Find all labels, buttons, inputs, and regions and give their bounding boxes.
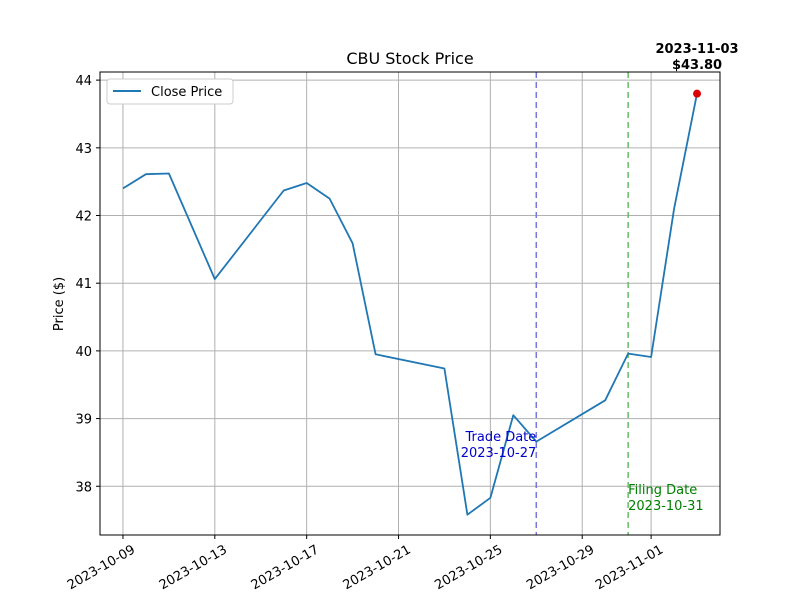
y-axis-label: Price ($) xyxy=(52,277,67,331)
legend: Close Price xyxy=(106,78,234,105)
legend-label: Close Price xyxy=(151,85,222,100)
close-price-line xyxy=(122,93,698,516)
y-tick-label: 42 xyxy=(75,210,92,225)
y-tick-label: 39 xyxy=(75,413,92,428)
legend-box xyxy=(106,78,234,105)
y-tick-label: 44 xyxy=(75,74,92,89)
latest-price-date: 2023-11-03 xyxy=(655,42,738,57)
trade-date-label-title: Trade Date xyxy=(464,430,536,445)
y-tick-label: 43 xyxy=(75,142,92,157)
y-tick-label: 41 xyxy=(75,277,92,292)
filing-date-label-date: 2023-10-31 xyxy=(628,499,704,514)
latest-price-value: $43.80 xyxy=(672,58,722,73)
grid xyxy=(100,72,720,535)
series-layer xyxy=(122,93,698,516)
filing-date-label-title: Filing Date xyxy=(628,483,697,498)
latest-price-marker xyxy=(693,89,702,98)
trade-date-label-date: 2023-10-27 xyxy=(461,446,537,461)
plot-frame xyxy=(99,71,721,536)
reference-lines xyxy=(535,72,629,535)
y-tick-label: 38 xyxy=(75,480,92,495)
chart-title: CBU Stock Price xyxy=(346,49,473,68)
y-tick-label: 40 xyxy=(75,345,92,360)
